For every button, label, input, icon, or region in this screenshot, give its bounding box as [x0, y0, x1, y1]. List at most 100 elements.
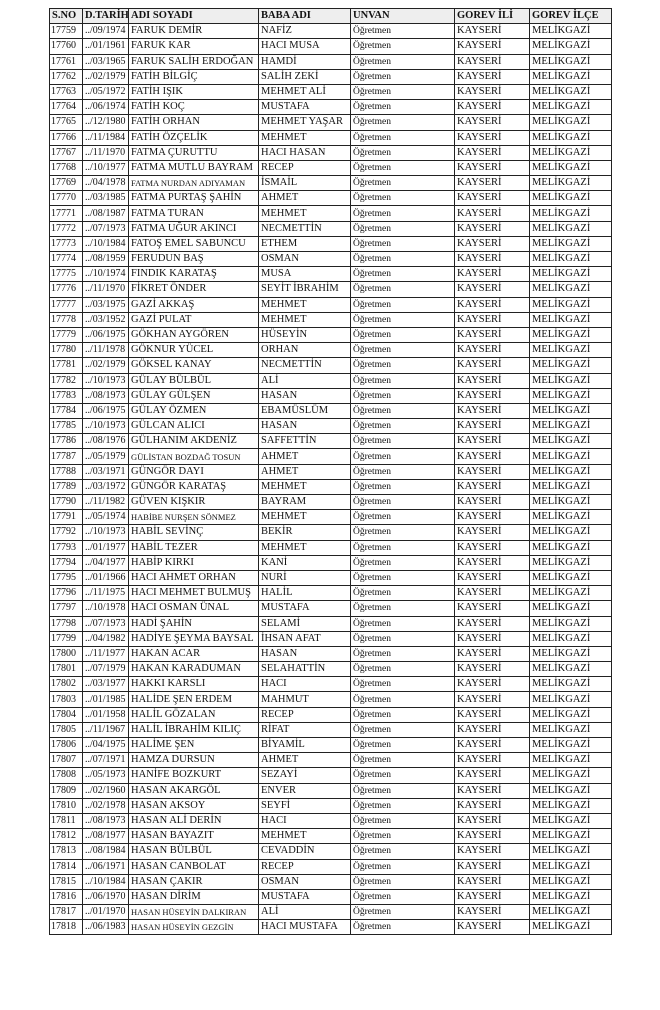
- father-name-cell: NECMETTİN: [258, 357, 351, 374]
- birth-date-cell: ../11/1978: [82, 342, 129, 359]
- birth-date-cell: ../01/1985: [82, 691, 129, 708]
- name-cell: HABİL SEVİNÇ: [128, 524, 259, 541]
- title-cell: Öğretmen: [350, 736, 455, 754]
- name-cell: FATMA NURDAN ADIYAMAN: [128, 175, 259, 192]
- title-cell: Öğretmen: [350, 752, 455, 769]
- birth-date-cell: ../11/1977: [82, 645, 129, 663]
- header-title: UNVAN: [350, 7, 455, 25]
- province-cell: KAYSERİ: [454, 205, 530, 222]
- district-cell: MELİKGAZİ: [529, 736, 612, 754]
- name-cell: FERUDUN BAŞ: [128, 250, 259, 268]
- province-cell: KAYSERİ: [454, 433, 530, 450]
- province-cell: KAYSERİ: [454, 463, 530, 480]
- father-name-cell: SEZAYİ: [258, 767, 351, 784]
- province-cell: KAYSERİ: [454, 281, 530, 298]
- birth-date-cell: ../08/1976: [82, 433, 129, 450]
- district-cell: MELİKGAZİ: [529, 676, 612, 693]
- birth-date-cell: ../08/1984: [82, 843, 129, 860]
- name-cell: FATMA TURAN: [128, 205, 259, 222]
- title-cell: Öğretmen: [350, 539, 455, 556]
- header-sno: S.NO: [49, 7, 83, 25]
- father-name-cell: CEVADDİN: [258, 843, 351, 860]
- birth-date-cell: ../11/1984: [82, 129, 129, 146]
- table-row: 17775 ../10/1974 FINDIK KARATAŞ MUSA Öğretme…: [49, 266, 612, 283]
- title-cell: Öğretmen: [350, 296, 455, 313]
- province-cell: KAYSERİ: [454, 509, 530, 526]
- father-name-cell: AHMET: [258, 752, 351, 769]
- father-name-cell: MEHMET: [258, 509, 351, 526]
- table-row: 17794 ../04/1977 HABİP KIRKI KANİ Öğretmen KA…: [49, 554, 612, 571]
- birth-date-cell: ../08/1973: [82, 387, 129, 404]
- district-cell: MELİKGAZİ: [529, 68, 612, 85]
- district-cell: MELİKGAZİ: [529, 812, 612, 830]
- name-cell: FATİH BİLGİÇ: [128, 68, 259, 85]
- title-cell: Öğretmen: [350, 53, 455, 70]
- province-cell: KAYSERİ: [454, 676, 530, 693]
- table-row: 17809 ../02/1960 HASAN AKARGÖL ENVER Öğretme…: [49, 782, 612, 799]
- table-row: 17785 ../10/1973 GÜLCAN ALICI HASAN Öğretmen…: [49, 418, 612, 435]
- name-cell: FATMA PURTAŞ ŞAHİN: [128, 190, 259, 207]
- table-row: 17759 ../09/1974 FARUK DEMİR NAFİZ Öğretmen K…: [49, 23, 612, 40]
- title-cell: Öğretmen: [350, 235, 455, 253]
- district-cell: MELİKGAZİ: [529, 296, 612, 313]
- father-name-cell: RECEP: [258, 159, 351, 177]
- personnel-table: S.NO D.TARİHİ ADI SOYADI BABA ADI UNVAN …: [49, 7, 612, 936]
- district-cell: MELİKGAZİ: [529, 129, 612, 146]
- table-row: 17772 ../07/1973 FATMA UĞUR AKINCI NECMETTİ…: [49, 220, 612, 237]
- district-cell: MELİKGAZİ: [529, 493, 612, 511]
- father-name-cell: ORHAN: [258, 342, 351, 359]
- table-row: 17780 ../11/1978 GÖKNUR YÜCEL ORHAN Öğretmen…: [49, 342, 612, 359]
- name-cell: HABİBE NURŞEN SÖNMEZ: [128, 509, 259, 526]
- table-row: 17778 ../03/1952 GAZİ PULAT MEHMET Öğretmen K…: [49, 311, 612, 328]
- table-row: 17813 ../08/1984 HASAN BÜLBÜL CEVADDİN Öğret…: [49, 843, 612, 860]
- province-cell: KAYSERİ: [454, 296, 530, 313]
- district-cell: MELİKGAZİ: [529, 99, 612, 116]
- father-name-cell: MEHMET: [258, 478, 351, 496]
- title-cell: Öğretmen: [350, 175, 455, 192]
- name-cell: GAZİ AKKAŞ: [128, 296, 259, 313]
- table-row: 17788 ../03/1971 GÜNGÖR DAYI AHMET Öğretmen K…: [49, 463, 612, 480]
- birth-date-cell: ../04/1975: [82, 736, 129, 754]
- title-cell: Öğretmen: [350, 812, 455, 830]
- table-row: 17817 ../01/1970 HASAN HÜSEYİN DALKIRAN ALİ…: [49, 904, 612, 921]
- birth-date-cell: ../02/1979: [82, 357, 129, 374]
- name-cell: GÜVEN KIŞKIR: [128, 493, 259, 511]
- table-row: 17818 ../06/1983 HASAN HÜSEYİN GEZGİN HACI …: [49, 919, 612, 936]
- name-cell: GAZİ PULAT: [128, 311, 259, 328]
- title-cell: Öğretmen: [350, 630, 455, 647]
- district-cell: MELİKGAZİ: [529, 554, 612, 571]
- father-name-cell: MEHMET: [258, 828, 351, 845]
- title-cell: Öğretmen: [350, 448, 455, 465]
- father-name-cell: MEHMET: [258, 205, 351, 222]
- name-cell: FATMA UĞUR AKINCI: [128, 220, 259, 237]
- header-row: S.NO D.TARİHİ ADI SOYADI BABA ADI UNVAN …: [49, 7, 612, 25]
- province-cell: KAYSERİ: [454, 585, 530, 602]
- table-row: 17797 ../10/1978 HACI OSMAN ÜNAL MUSTAFA Öğr…: [49, 600, 612, 617]
- district-cell: MELİKGAZİ: [529, 463, 612, 480]
- title-cell: Öğretmen: [350, 342, 455, 359]
- table-row: 17805 ../11/1967 HALİL İBRAHİM KILIÇ RİFAT Ö…: [49, 721, 612, 739]
- sno-cell: 17818: [49, 919, 83, 936]
- district-cell: MELİKGAZİ: [529, 569, 612, 587]
- father-name-cell: SEYFİ: [258, 797, 351, 814]
- father-name-cell: HALİL: [258, 585, 351, 602]
- father-name-cell: HACI HASAN: [258, 144, 351, 161]
- province-cell: KAYSERİ: [454, 858, 530, 875]
- birth-date-cell: ../03/1972: [82, 478, 129, 496]
- province-cell: KAYSERİ: [454, 311, 530, 328]
- title-cell: Öğretmen: [350, 266, 455, 283]
- table-row: 17812 ../08/1977 HASAN BAYAZIT MEHMET Öğretm…: [49, 828, 612, 845]
- name-cell: HASAN BÜLBÜL: [128, 843, 259, 860]
- table-row: 17798 ../07/1973 HADİ ŞAHİN SELAMİ Öğretmen K…: [49, 615, 612, 632]
- name-cell: HASAN DİRİM: [128, 888, 259, 906]
- sno-cell: 17792: [49, 524, 83, 541]
- province-cell: KAYSERİ: [454, 904, 530, 921]
- title-cell: Öğretmen: [350, 904, 455, 921]
- district-cell: MELİKGAZİ: [529, 600, 612, 617]
- table-row: 17769 ../04/1978 FATMA NURDAN ADIYAMAN İSMA…: [49, 175, 612, 192]
- name-cell: HABİP KIRKI: [128, 554, 259, 571]
- province-cell: KAYSERİ: [454, 372, 530, 389]
- district-cell: MELİKGAZİ: [529, 509, 612, 526]
- district-cell: MELİKGAZİ: [529, 159, 612, 177]
- table-row: 17790 ../11/1982 GÜVEN KIŞKIR BAYRAM Öğretme…: [49, 493, 612, 511]
